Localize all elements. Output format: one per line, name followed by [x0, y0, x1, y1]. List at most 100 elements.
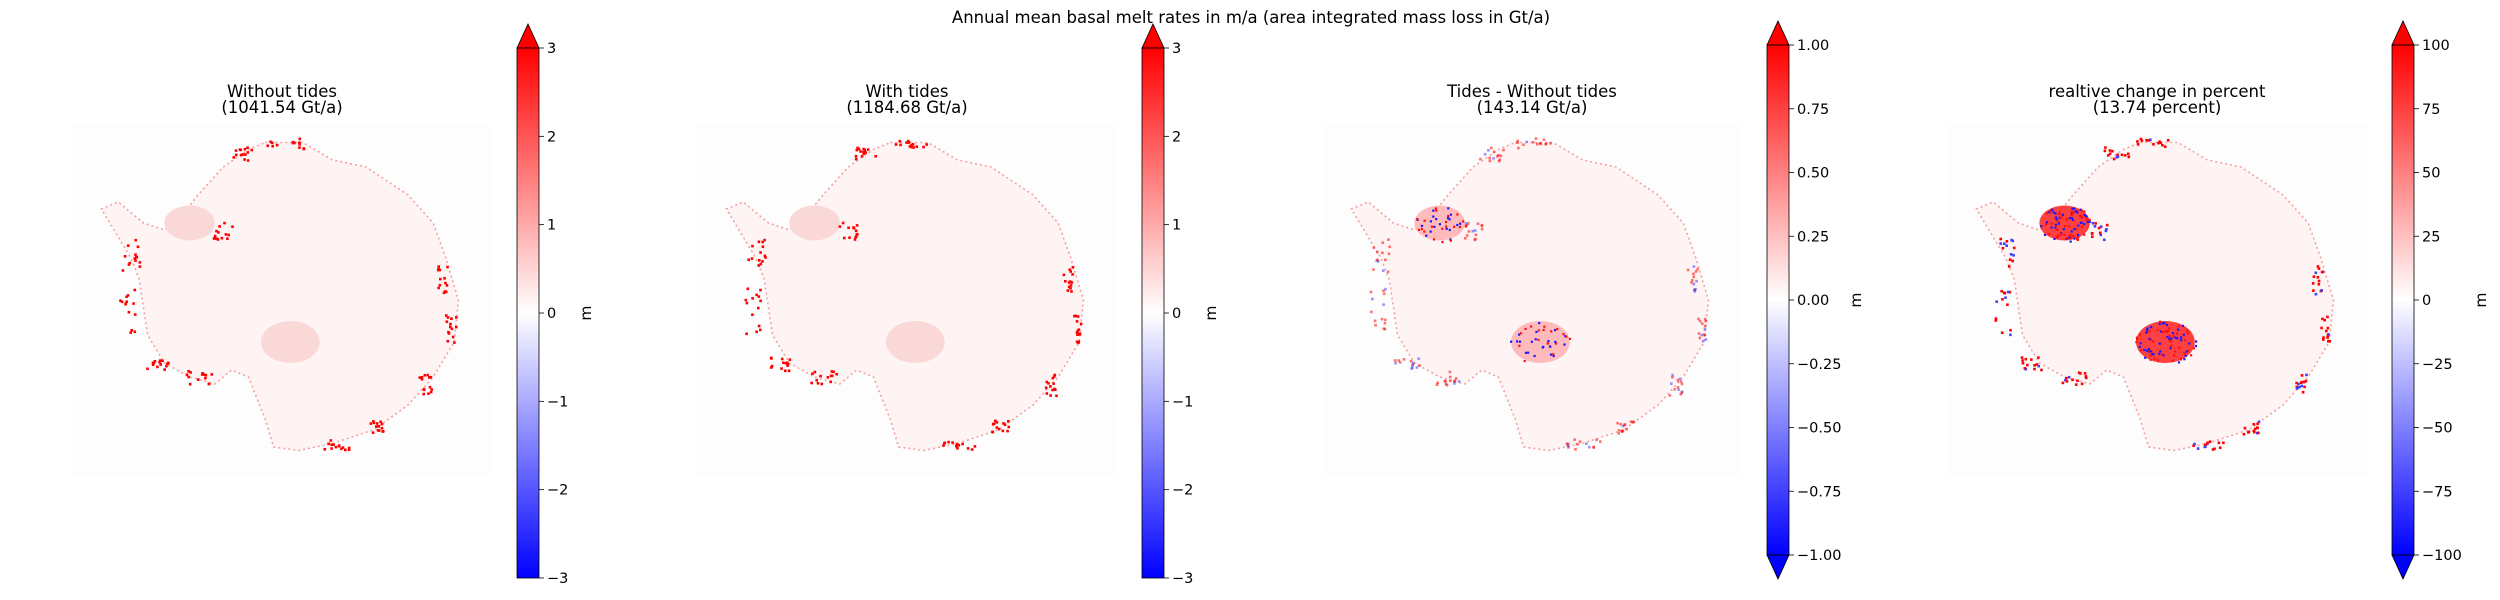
melt-pixel — [761, 245, 765, 248]
melt-pixel — [1629, 420, 1633, 423]
melt-pixel — [2103, 149, 2107, 153]
melt-pixel — [243, 147, 247, 151]
melt-pixel — [246, 159, 250, 162]
melt-pixel — [995, 421, 999, 424]
melt-pixel — [447, 332, 451, 335]
melt-pixel — [770, 364, 774, 368]
melt-pixel — [2037, 356, 2040, 359]
melt-pixel — [899, 143, 902, 147]
melt-pixel — [2159, 330, 2162, 333]
melt-pixel — [1465, 224, 1468, 227]
colorbar-extend-max — [1141, 23, 1165, 49]
melt-pixel — [2093, 225, 2097, 228]
melt-pixel — [330, 443, 333, 446]
melt-pixel — [2112, 157, 2116, 161]
melt-pixel — [2161, 143, 2164, 147]
melt-pixel — [1416, 218, 1419, 221]
melt-pixel — [375, 422, 379, 425]
melt-pixel — [2009, 253, 2013, 256]
melt-pixel — [1069, 284, 1073, 287]
melt-pixel — [2303, 385, 2306, 389]
melt-pixel — [2152, 143, 2155, 146]
melt-pixel — [2173, 354, 2176, 357]
melt-pixel — [2071, 378, 2074, 382]
melt-pixel — [1078, 332, 1082, 335]
melt-pixel — [2151, 352, 2154, 356]
colorbar-gradient — [1142, 48, 1164, 578]
melt-pixel — [2300, 384, 2304, 388]
melt-pixel — [1599, 440, 1602, 443]
melt-pixel — [1549, 353, 1553, 356]
melt-pixel — [2314, 292, 2318, 296]
melt-pixel — [915, 145, 919, 148]
melt-pixel — [1423, 230, 1426, 233]
melt-pixel — [2058, 212, 2061, 215]
melt-pixel — [330, 447, 333, 450]
melt-pixel — [1544, 142, 1548, 146]
panel-subtitle: (143.14 Gt/a) — [1477, 98, 1588, 117]
melt-pixel — [1417, 228, 1421, 231]
melt-pixel — [119, 299, 122, 302]
melt-pixel — [2079, 208, 2082, 211]
melt-pixel — [1398, 361, 1402, 364]
melt-pixel — [2084, 376, 2088, 380]
melt-pixel — [196, 378, 200, 381]
map-image — [72, 125, 492, 475]
melt-pixel — [134, 253, 137, 256]
melt-pixel — [2080, 225, 2084, 228]
melt-pixel — [1554, 329, 1557, 332]
melt-pixel — [2108, 149, 2112, 152]
melt-pixel — [1697, 317, 1700, 321]
melt-pixel — [1680, 390, 1684, 394]
melt-pixel — [2000, 331, 2004, 334]
melt-pixel — [925, 143, 928, 146]
melt-pixel — [991, 430, 994, 434]
melt-pixel — [133, 288, 137, 292]
melt-pixel — [2148, 350, 2151, 353]
melt-pixel — [2206, 441, 2209, 445]
melt-pixel — [270, 141, 274, 145]
melt-pixel — [2162, 354, 2165, 357]
melt-pixel — [2079, 214, 2082, 217]
melt-pixel — [830, 370, 834, 373]
melt-pixel — [819, 374, 822, 378]
melt-pixel — [1462, 220, 1465, 223]
melt-pixel — [854, 235, 857, 239]
melt-pixel — [2076, 234, 2080, 237]
colorbar-tick-label: 3 — [1172, 41, 1181, 57]
melt-pixel — [442, 291, 446, 295]
melt-pixel — [2040, 225, 2043, 228]
colorbar-tick-label: 0.50 — [1797, 166, 1829, 182]
colorbar: −1.00 −0.75 −0.50 −0.25 0.00 0.25 0.50 0.75 1.00… — [1766, 20, 1865, 580]
melt-pixel — [2083, 214, 2086, 217]
melt-pixel — [2070, 217, 2074, 220]
melt-pixel — [377, 425, 381, 428]
melt-pixel — [746, 287, 750, 291]
melt-pixel — [1384, 258, 1387, 262]
melt-pixel — [942, 444, 945, 447]
melt-pixel — [1467, 230, 1471, 233]
melt-pixel — [2148, 337, 2151, 340]
melt-pixel — [1692, 282, 1696, 286]
colorbar-tick-label: −3 — [1172, 571, 1193, 587]
melt-pixel — [2074, 383, 2078, 386]
melt-pixel — [848, 236, 851, 239]
melt-pixel — [770, 366, 773, 369]
melt-pixel — [216, 238, 220, 241]
melt-pixel — [1531, 141, 1535, 144]
melt-pixel — [755, 330, 758, 334]
melt-pixel — [2146, 327, 2149, 330]
melt-pixel — [2076, 210, 2079, 213]
melt-pixel — [2149, 138, 2152, 141]
melt-pixel — [2050, 222, 2053, 225]
melt-pixel — [784, 362, 788, 365]
melt-pixel — [1694, 270, 1698, 273]
melt-pixel — [1497, 159, 1501, 163]
melt-pixel — [1449, 238, 1452, 241]
melt-pixel — [189, 371, 192, 374]
melt-pixel — [2048, 211, 2051, 214]
melt-pixel — [1371, 297, 1374, 301]
melt-pixel — [2068, 235, 2071, 238]
melt-pixel — [1435, 209, 1438, 212]
